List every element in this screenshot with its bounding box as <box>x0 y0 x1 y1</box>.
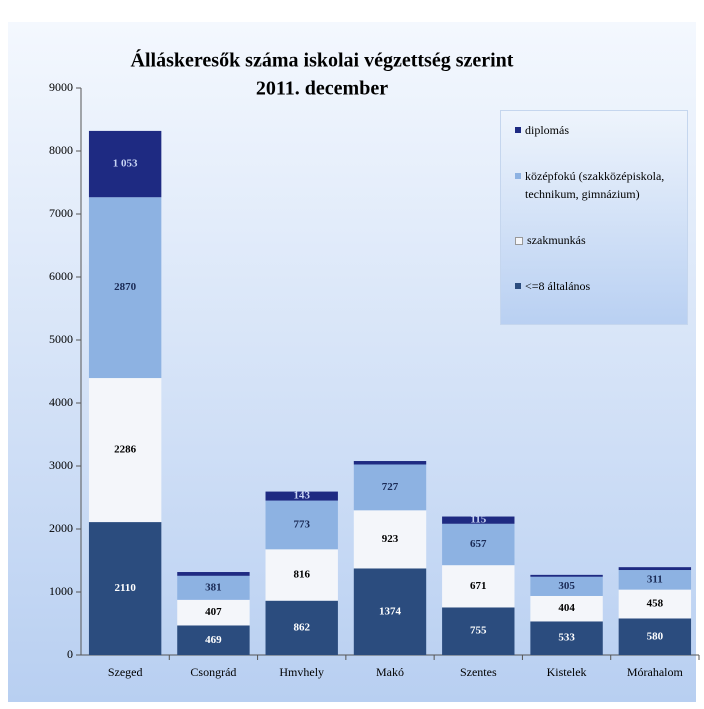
value-label: 458 <box>647 598 664 610</box>
value-label: 533 <box>558 632 575 644</box>
value-label: 115 <box>470 514 486 526</box>
y-tick-label: 1000 <box>49 584 73 598</box>
x-tick-label: Mórahalom <box>627 665 684 679</box>
value-label: 862 <box>293 621 310 633</box>
legend: diplomás középfokú (szakközépiskola, tech… <box>500 110 688 325</box>
bar-segment <box>530 621 603 655</box>
value-label: 381 <box>205 581 222 593</box>
legend-label: középfokú (szakközépiskola, technikum, g… <box>525 169 665 201</box>
bar-segment <box>265 491 338 501</box>
bar-segment <box>177 575 250 600</box>
value-label: 2110 <box>114 582 136 594</box>
y-tick-label: 5000 <box>49 332 73 346</box>
bar-segment <box>88 522 162 655</box>
y-tick-label: 0 <box>67 647 73 661</box>
y-tick-label: 4000 <box>49 395 73 409</box>
bar-segment <box>88 378 162 523</box>
x-tick-label: Makó <box>376 665 404 679</box>
value-label: 2870 <box>114 281 137 293</box>
bar-segment <box>442 565 515 608</box>
value-label: 305 <box>558 580 575 592</box>
bar-segment <box>530 574 603 577</box>
legend-swatch <box>515 283 521 289</box>
bar-segment <box>353 510 427 569</box>
bar-segment <box>177 572 250 576</box>
legend-entry: diplomás <box>515 121 679 139</box>
value-label: 923 <box>382 533 399 545</box>
legend-entry: középfokú (szakközépiskola, technikum, g… <box>515 167 679 203</box>
bar-segment <box>265 500 338 550</box>
value-label: 816 <box>293 569 310 581</box>
legend-swatch <box>515 237 523 245</box>
bar-segment <box>265 600 338 655</box>
y-tick-label: 2000 <box>49 521 73 535</box>
value-label: 755 <box>470 625 487 637</box>
bar-segment <box>618 589 692 619</box>
bar-segment <box>530 576 603 596</box>
bar-segment <box>530 595 603 622</box>
legend-entry: szakmunkás <box>515 231 679 249</box>
y-tick-label: 8000 <box>49 143 73 157</box>
value-label: 580 <box>647 630 664 642</box>
y-tick-label: 6000 <box>49 269 73 283</box>
value-label: 727 <box>382 481 399 493</box>
bar-segment <box>442 607 515 655</box>
chart-title: Álláskeresők száma iskolai végzettség sz… <box>131 49 514 72</box>
x-tick-label: Szentes <box>460 665 497 679</box>
x-tick-label: Szeged <box>108 665 143 679</box>
bar-segment <box>88 130 162 198</box>
legend-entry: <=8 általános <box>515 277 679 295</box>
y-tick-label: 7000 <box>49 206 73 220</box>
bar-segment <box>442 523 515 566</box>
value-label: 773 <box>293 518 310 530</box>
bar-segment <box>353 568 427 655</box>
value-label: 1374 <box>379 605 402 617</box>
legend-label: diplomás <box>525 123 569 137</box>
value-label: 143 <box>293 490 310 502</box>
bar-segment <box>177 625 250 655</box>
value-label: 657 <box>470 538 487 550</box>
bar-segment <box>618 570 692 590</box>
bar-segment <box>618 567 692 571</box>
x-tick-label: Csongrád <box>190 665 236 679</box>
bar-segment <box>618 618 692 655</box>
value-label: 407 <box>205 606 222 618</box>
value-label: 469 <box>205 634 222 646</box>
bar-segment <box>353 461 427 465</box>
legend-label: szakmunkás <box>527 233 586 247</box>
bar-segment <box>442 516 515 524</box>
legend-swatch <box>515 173 521 179</box>
value-label: 1 053 <box>113 158 138 170</box>
chart-subtitle: 2011. december <box>256 78 388 100</box>
legend-swatch <box>515 127 521 133</box>
bar-segment <box>177 599 250 626</box>
value-label: 2286 <box>114 444 137 456</box>
value-label: 404 <box>558 602 575 614</box>
x-tick-label: Kistelek <box>547 665 587 679</box>
bar-segment <box>265 549 338 601</box>
x-tick-label: Hmvhely <box>279 665 324 679</box>
legend-label: <=8 általános <box>525 279 591 293</box>
bar-segment <box>353 464 427 511</box>
y-tick-label: 3000 <box>49 458 73 472</box>
y-tick-label: 9000 <box>49 80 73 94</box>
value-label: 671 <box>470 580 487 592</box>
value-label: 311 <box>647 573 663 585</box>
bar-segment <box>88 197 162 379</box>
